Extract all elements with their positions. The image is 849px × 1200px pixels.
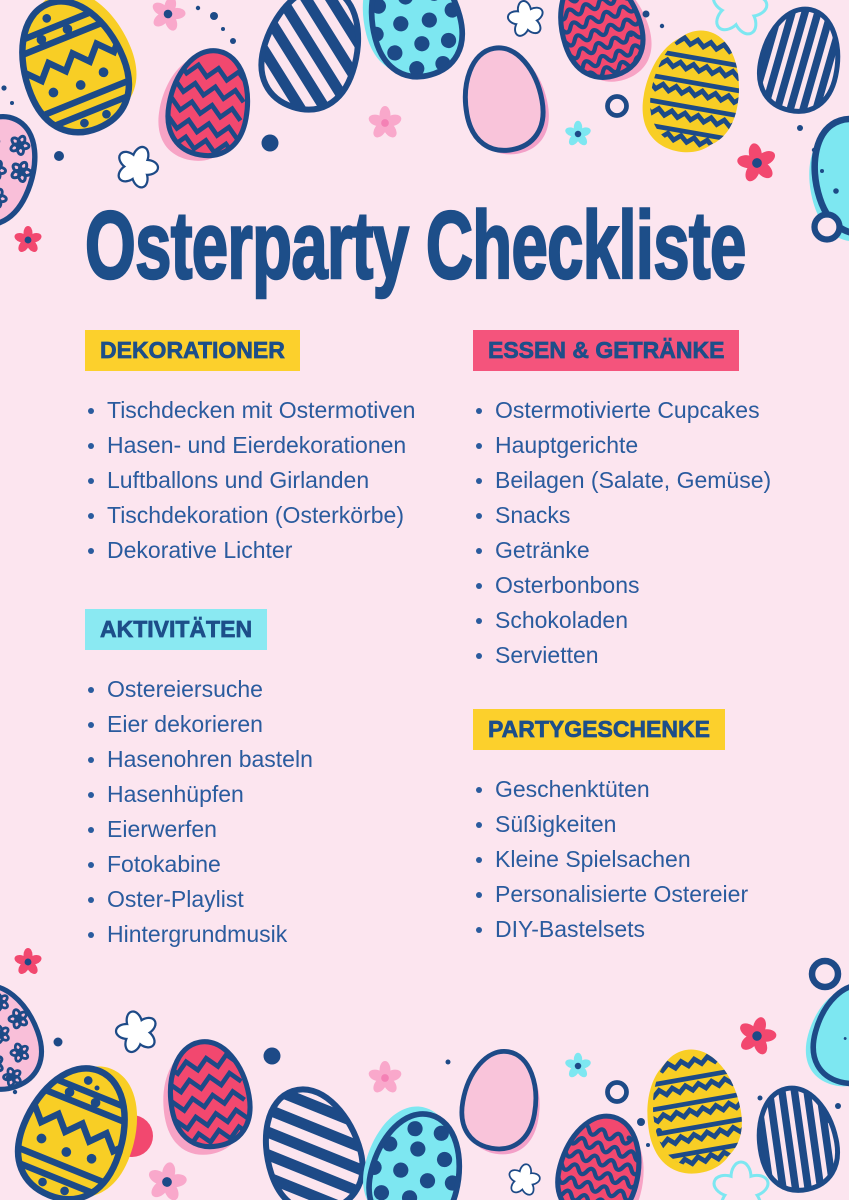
bullet-icon <box>476 652 482 659</box>
bullet-icon <box>88 686 94 693</box>
list-item: Beilagen (Salate, Gemüse) <box>473 463 849 498</box>
list-item-label: Getränke <box>495 537 590 563</box>
list-item: Schokoladen <box>473 603 849 638</box>
list-item: Getränke <box>473 533 849 568</box>
list-item-label: Kleine Spielsachen <box>495 846 691 872</box>
list-item-label: Luftballons und Girlanden <box>107 467 370 493</box>
list-item: Hintergrundmusik <box>85 917 465 952</box>
list-item-label: Hasenhüpfen <box>107 781 244 807</box>
bullet-icon <box>88 442 94 449</box>
list-item-label: Hasenohren basteln <box>107 746 313 772</box>
bullet-icon <box>476 547 482 554</box>
list-item: Hasenohren basteln <box>85 742 465 777</box>
bullet-icon <box>88 896 94 903</box>
list-item-label: Fotokabine <box>107 851 221 877</box>
list-item: Oster-Playlist <box>85 882 465 917</box>
list-item-label: Beilagen (Salate, Gemüse) <box>495 467 772 493</box>
list-item-label: Snacks <box>495 502 571 528</box>
right-column: ESSEN & GETRÄNKE Ostermotivierte Cupcake… <box>473 330 849 947</box>
bullet-icon <box>476 407 482 414</box>
scatter-dots-top <box>1 5 839 194</box>
list-item: Osterbonbons <box>473 568 849 603</box>
bullet-icon <box>476 856 482 863</box>
section-badge-dekorationer: DEKORATIONER <box>85 330 300 371</box>
list-item: Ostereiersuche <box>85 672 465 707</box>
bullet-icon <box>88 547 94 554</box>
list-item-label: Eier dekorieren <box>107 711 263 737</box>
bottom-border-decorations <box>0 948 849 1200</box>
page-title: Osterparty Checkliste <box>84 192 747 299</box>
left-column: DEKORATIONER Tischdecken mit Ostermotive… <box>85 330 465 952</box>
list-item-label: DIY-Bastelsets <box>495 916 645 942</box>
list-item-label: Dekorative Lichter <box>107 537 293 563</box>
checklist-partygeschenke: Geschenktüten Süßigkeiten Kleine Spielsa… <box>473 772 849 947</box>
section-badge-partygeschenke: PARTYGESCHENKE <box>473 709 725 750</box>
section-partygeschenke: PARTYGESCHENKE Geschenktüten Süßigkeiten… <box>473 709 849 947</box>
list-item-label: Hasen- und Eierdekorationen <box>107 432 407 458</box>
list-item-label: Schokoladen <box>495 607 628 633</box>
bullet-icon <box>88 721 94 728</box>
list-item-label: Eierwerfen <box>107 816 217 842</box>
scatter-dots-bottom <box>5 1037 841 1147</box>
list-item: Eierwerfen <box>85 812 465 847</box>
list-item: DIY-Bastelsets <box>473 912 849 947</box>
bullet-icon <box>476 477 482 484</box>
list-item-label: Ostereiersuche <box>107 676 263 702</box>
list-item: Hasen- und Eierdekorationen <box>85 428 465 463</box>
list-item: Ostermotivierte Cupcakes <box>473 393 849 428</box>
list-item: Fotokabine <box>85 847 465 882</box>
list-item: Süßigkeiten <box>473 807 849 842</box>
section-badge-aktivitaeten: AKTIVITÄTEN <box>85 609 268 650</box>
list-item: Servietten <box>473 638 849 673</box>
section-aktivitaeten: AKTIVITÄTEN Ostereiersuche Eier dekorier… <box>85 609 465 952</box>
bullet-icon <box>476 786 482 793</box>
bullet-icon <box>476 442 482 449</box>
list-item-label: Tischdekoration (Osterkörbe) <box>107 502 404 528</box>
list-item: Snacks <box>473 498 849 533</box>
bullet-icon <box>476 891 482 898</box>
bullet-icon <box>88 861 94 868</box>
bullet-icon <box>88 756 94 763</box>
bullet-icon <box>476 926 482 933</box>
bullet-icon <box>88 512 94 519</box>
list-item: Eier dekorieren <box>85 707 465 742</box>
list-item-label: Hintergrundmusik <box>107 921 288 947</box>
bullet-icon <box>476 512 482 519</box>
list-item: Dekorative Lichter <box>85 533 465 568</box>
list-item: Luftballons und Girlanden <box>85 463 465 498</box>
bullet-icon <box>476 617 482 624</box>
bullet-icon <box>476 582 482 589</box>
checklist-dekorationer: Tischdecken mit Ostermotiven Hasen- und … <box>85 393 465 568</box>
section-essen-getraenke: ESSEN & GETRÄNKE Ostermotivierte Cupcake… <box>473 330 849 673</box>
checklist-essen-getraenke: Ostermotivierte Cupcakes Hauptgerichte B… <box>473 393 849 673</box>
list-item: Kleine Spielsachen <box>473 842 849 877</box>
bullet-icon <box>476 821 482 828</box>
list-item-label: Süßigkeiten <box>495 811 617 837</box>
list-item-label: Oster-Playlist <box>107 886 244 912</box>
bullet-icon <box>88 826 94 833</box>
list-item-label: Servietten <box>495 642 599 668</box>
list-item: Tischdekoration (Osterkörbe) <box>85 498 465 533</box>
list-item: Hasenhüpfen <box>85 777 465 812</box>
section-dekorationer: DEKORATIONER Tischdecken mit Ostermotive… <box>85 330 465 568</box>
list-item-label: Hauptgerichte <box>495 432 639 458</box>
list-item: Hauptgerichte <box>473 428 849 463</box>
list-item: Geschenktüten <box>473 772 849 807</box>
bullet-icon <box>88 931 94 938</box>
section-badge-essen-getraenke: ESSEN & GETRÄNKE <box>473 330 740 371</box>
list-item: Tischdecken mit Ostermotiven <box>85 393 465 428</box>
list-item-label: Tischdecken mit Ostermotiven <box>107 397 416 423</box>
list-item-label: Osterbonbons <box>495 572 640 598</box>
bullet-icon <box>88 791 94 798</box>
list-item: Personalisierte Ostereier <box>473 877 849 912</box>
bullet-icon <box>88 477 94 484</box>
checklist-aktivitaeten: Ostereiersuche Eier dekorieren Hasenohre… <box>85 672 465 952</box>
list-item-label: Personalisierte Ostereier <box>495 881 749 907</box>
list-item-label: Geschenktüten <box>495 776 650 802</box>
list-item-label: Ostermotivierte Cupcakes <box>495 397 760 423</box>
bullet-icon <box>88 407 94 414</box>
